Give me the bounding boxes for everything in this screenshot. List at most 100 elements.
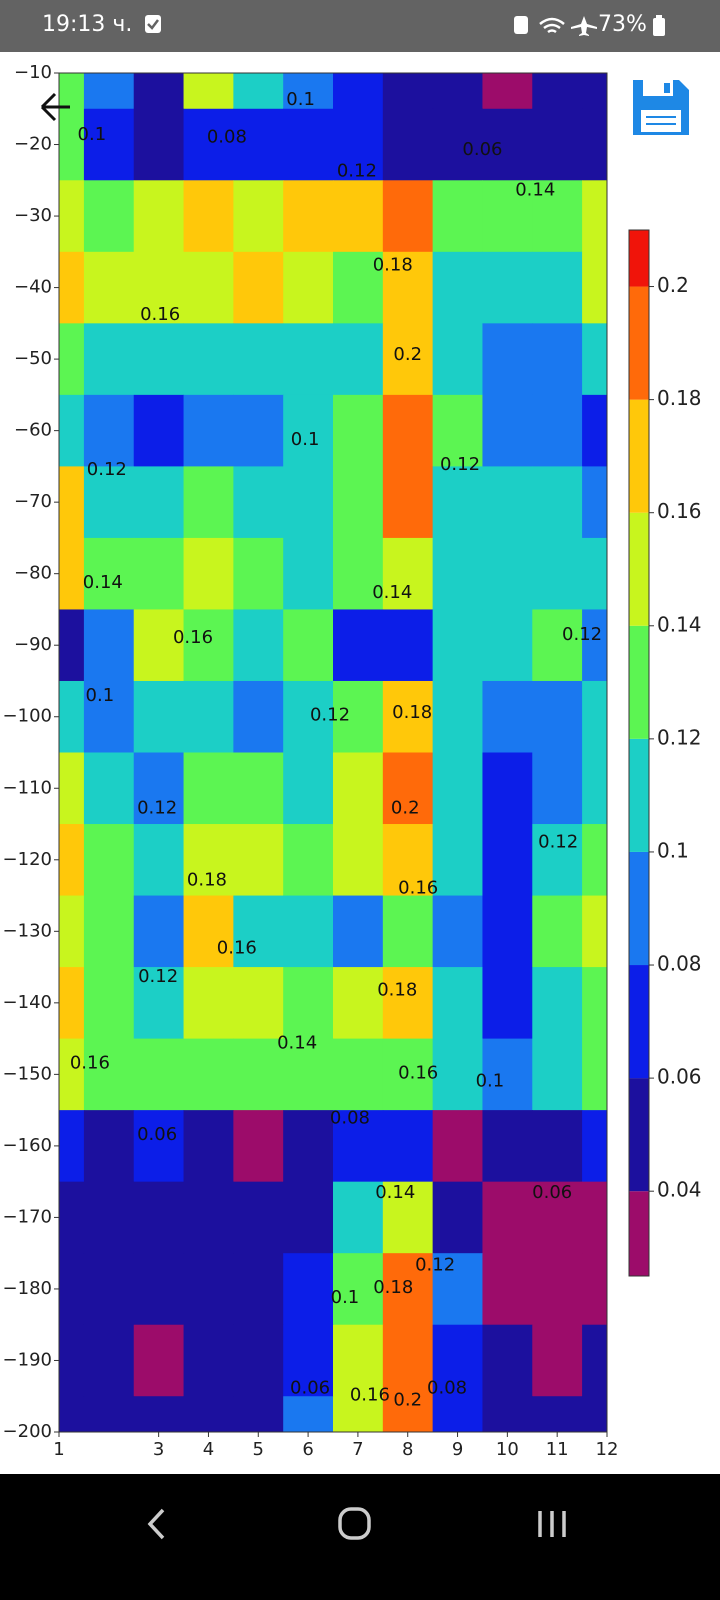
field-cell bbox=[432, 1110, 483, 1183]
contour-label: 0.06 bbox=[290, 1377, 330, 1398]
field-cell bbox=[59, 967, 85, 1040]
nav-home[interactable] bbox=[338, 1507, 371, 1540]
y-tick-label: −20 bbox=[14, 134, 52, 155]
field-cell bbox=[83, 251, 135, 324]
field-cell bbox=[482, 752, 533, 825]
field-cell bbox=[283, 180, 334, 253]
field-cell bbox=[233, 1038, 284, 1111]
field-cell bbox=[382, 895, 434, 968]
field-cell bbox=[283, 251, 334, 324]
field-cell bbox=[482, 1110, 533, 1183]
axes: 1 3 4 5 6 7 8 9 10 11 12 −10 −20 −30 −40 −50 −60 −70 −80 −9… bbox=[3, 62, 619, 1460]
x-tick-label: 1 bbox=[53, 1439, 64, 1460]
field-cell bbox=[432, 323, 483, 396]
field-cell bbox=[183, 895, 234, 968]
field-cell bbox=[283, 323, 334, 396]
field-cell bbox=[59, 466, 85, 539]
field-cell bbox=[482, 180, 533, 253]
field-cell bbox=[83, 1038, 135, 1111]
contour-label: 0.14 bbox=[515, 179, 555, 200]
field-cell bbox=[582, 180, 607, 253]
notification-icon bbox=[145, 15, 161, 33]
battery-icon bbox=[653, 15, 665, 36]
field-cell bbox=[233, 824, 284, 897]
field-cell bbox=[482, 824, 533, 897]
save-button[interactable] bbox=[633, 80, 689, 135]
field-cell bbox=[83, 967, 135, 1040]
back-button[interactable] bbox=[40, 92, 70, 122]
field-cell bbox=[482, 609, 533, 682]
field-cell bbox=[233, 1110, 284, 1183]
field-cell bbox=[59, 394, 85, 467]
field-cell bbox=[183, 1110, 234, 1183]
field-cell bbox=[333, 1181, 384, 1254]
field-cell bbox=[582, 323, 607, 396]
nav-back[interactable] bbox=[147, 1508, 165, 1540]
field-cell bbox=[333, 466, 384, 539]
field-cell bbox=[83, 1396, 135, 1432]
field-cell bbox=[183, 394, 234, 467]
field-cell bbox=[432, 180, 483, 253]
field-cell bbox=[382, 1324, 434, 1397]
field-cell bbox=[233, 1324, 284, 1397]
field-cell bbox=[233, 466, 284, 539]
field-cell bbox=[59, 1396, 85, 1432]
field-cell bbox=[233, 73, 284, 110]
field-cell bbox=[582, 967, 607, 1040]
field-cell bbox=[133, 1110, 185, 1183]
field-cell bbox=[283, 609, 334, 682]
field-cell bbox=[59, 537, 85, 610]
y-tick-label: −130 bbox=[3, 920, 52, 941]
field-cell bbox=[233, 609, 284, 682]
field-cell bbox=[133, 73, 185, 110]
field-cell bbox=[482, 895, 533, 968]
field-cell bbox=[183, 680, 234, 753]
plot-frame bbox=[58, 72, 608, 1433]
status-icons bbox=[514, 16, 597, 36]
field-cell bbox=[382, 323, 434, 396]
field-cell bbox=[333, 1110, 384, 1183]
field-cell bbox=[233, 967, 284, 1040]
field-cell bbox=[333, 824, 384, 897]
contour-label: 0.1 bbox=[476, 1071, 505, 1092]
colorbar-band bbox=[629, 286, 649, 400]
field-cell bbox=[233, 323, 284, 396]
field-cell bbox=[233, 680, 284, 753]
field-cell bbox=[532, 251, 583, 324]
colorbar-band bbox=[629, 625, 649, 739]
field-cell bbox=[532, 394, 583, 467]
nav-recents[interactable] bbox=[538, 1511, 566, 1537]
nav-buttons bbox=[147, 1507, 566, 1540]
field-cell bbox=[83, 680, 135, 753]
x-tick-label: 10 bbox=[496, 1439, 519, 1460]
contour-label: 0.12 bbox=[415, 1254, 455, 1275]
field-cell bbox=[432, 680, 483, 753]
contour-label: 0.1 bbox=[331, 1287, 360, 1308]
field-cell bbox=[283, 1324, 334, 1397]
field-cell bbox=[582, 108, 607, 181]
colorbar-band bbox=[629, 965, 649, 1079]
field-cell bbox=[532, 73, 583, 110]
field-cell bbox=[382, 394, 434, 467]
field-cell bbox=[582, 1396, 607, 1432]
field-cell bbox=[333, 680, 384, 753]
contour-label: 0.12 bbox=[310, 704, 350, 725]
field-cell bbox=[183, 537, 234, 610]
contour-label: 0.12 bbox=[538, 832, 578, 853]
field-cell bbox=[482, 73, 533, 110]
field-cell bbox=[532, 609, 583, 682]
y-tick-label: −190 bbox=[3, 1349, 52, 1370]
field-cell bbox=[382, 1181, 434, 1254]
colorbar-band bbox=[629, 1191, 649, 1276]
field-cell bbox=[333, 609, 384, 682]
contour-label: 0.14 bbox=[372, 582, 412, 603]
field-cell bbox=[432, 1038, 483, 1111]
contour-label: 0.16 bbox=[173, 627, 213, 648]
field-cell bbox=[59, 824, 85, 897]
field-cell bbox=[482, 967, 533, 1040]
field-cell bbox=[183, 466, 234, 539]
field-cell bbox=[133, 108, 185, 181]
field-cell bbox=[482, 1253, 533, 1326]
field-cell bbox=[482, 1396, 533, 1432]
field-cell bbox=[83, 108, 135, 181]
